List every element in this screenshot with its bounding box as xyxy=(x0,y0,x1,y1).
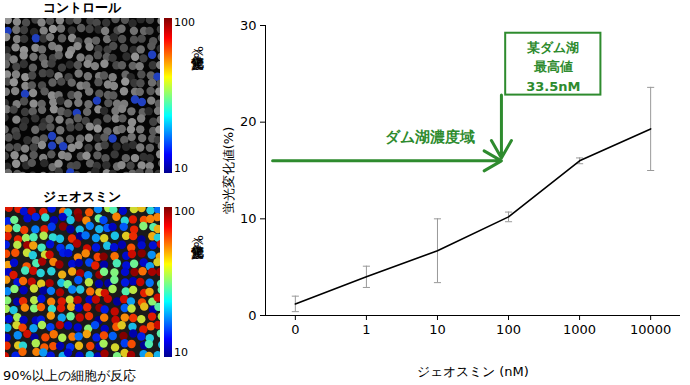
svg-text:33.5nM: 33.5nM xyxy=(526,79,580,94)
svg-text:100: 100 xyxy=(174,16,195,29)
svg-text:30: 30 xyxy=(240,18,257,33)
svg-text:蛍光変化値（%）: 蛍光変化値（%） xyxy=(191,235,206,260)
svg-text:某ダム湖: 某ダム湖 xyxy=(526,40,579,55)
svg-text:10: 10 xyxy=(240,211,257,226)
svg-text:最高値: 最高値 xyxy=(533,59,573,74)
svg-text:1: 1 xyxy=(362,322,370,337)
svg-text:コントロール: コントロール xyxy=(43,0,122,15)
svg-text:20: 20 xyxy=(240,114,257,129)
svg-text:0: 0 xyxy=(291,322,299,337)
svg-text:ジェオスミン (nM): ジェオスミン (nM) xyxy=(417,364,529,379)
svg-text:10: 10 xyxy=(174,346,188,359)
svg-text:蛍光変化値(%): 蛍光変化値(%) xyxy=(221,127,236,215)
svg-text:10000: 10000 xyxy=(630,322,671,337)
svg-text:100: 100 xyxy=(496,322,521,337)
svg-text:10: 10 xyxy=(429,322,446,337)
svg-text:ダム湖濃度域: ダム湖濃度域 xyxy=(385,128,475,146)
svg-text:0: 0 xyxy=(248,308,256,323)
svg-text:90%以上の細胞が反応: 90%以上の細胞が反応 xyxy=(3,368,136,383)
svg-text:10: 10 xyxy=(174,162,188,175)
svg-text:ジェオスミン: ジェオスミン xyxy=(43,189,121,204)
svg-text:100: 100 xyxy=(174,205,195,218)
svg-text:1000: 1000 xyxy=(563,322,596,337)
svg-text:蛍光変化値（%）: 蛍光変化値（%） xyxy=(191,46,206,71)
